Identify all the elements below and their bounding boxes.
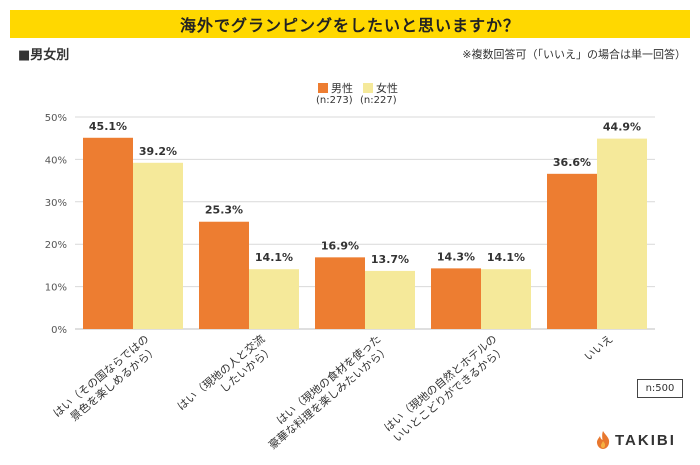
y-tick-label: 10% [45, 283, 67, 294]
sample-size-box: n:500 [637, 379, 683, 398]
y-tick-label: 50% [45, 113, 67, 124]
legend-item-female: 女性 [363, 80, 398, 96]
y-tick-label: 0% [51, 325, 67, 336]
bar-female [133, 162, 183, 329]
data-label: 25.3% [205, 204, 243, 217]
data-label: 44.9% [603, 121, 641, 134]
answer-note: ※複数回答可（「いいえ」の場合は単一回答） [462, 48, 686, 61]
x-tick-label-line: はい（現地の自然とホテルの [381, 332, 500, 435]
data-label: 14.1% [487, 251, 525, 264]
x-tick-label-line: いいえ [582, 332, 616, 363]
legend-label-female: 女性 [376, 82, 398, 95]
bar-male [547, 173, 597, 329]
data-label: 14.1% [255, 251, 293, 264]
x-tick-label: いいえ [582, 332, 616, 363]
takibi-logo: TAKIBI [594, 430, 676, 450]
brand-name: TAKIBI [615, 431, 676, 449]
data-label: 16.9% [321, 239, 359, 252]
chart-title-banner: 海外でグランピングをしたいと思いますか？ [10, 10, 690, 38]
bar-male [315, 257, 365, 329]
bar-female [365, 270, 415, 329]
y-tick-label: 20% [45, 240, 67, 251]
chart-title: 海外でグランピングをしたいと思いますか？ [179, 16, 520, 35]
bar-male [83, 137, 133, 329]
legend-swatch-female [363, 83, 373, 93]
legend-item-male: 男性 [318, 80, 353, 96]
bar-male [199, 221, 249, 329]
data-label: 13.7% [371, 253, 409, 266]
data-label: 36.6% [553, 156, 591, 169]
flame-icon [596, 431, 610, 449]
data-label: 39.2% [139, 145, 177, 158]
legend-n-female: (n:227) [360, 95, 397, 106]
x-tick-label-line: はい（現地の食材を使った [273, 332, 383, 428]
y-tick-label: 30% [45, 198, 67, 209]
x-tick-label-line: 豪華な料理を楽しみたいから） [266, 342, 393, 452]
bar-female [597, 138, 647, 329]
legend-label-male: 男性 [331, 82, 353, 95]
legend-n-male: (n:273) [316, 95, 353, 106]
legend-swatch-male [318, 83, 328, 93]
bar-female [249, 269, 299, 329]
x-tick-label-line: いいとこどりができるから） [390, 342, 508, 445]
segment-label: ■男女別 [18, 48, 70, 63]
data-label: 14.3% [437, 250, 475, 263]
data-label: 45.1% [89, 120, 127, 133]
x-tick-label-line: はい（その国ならではの [51, 332, 152, 420]
bar-female [481, 269, 531, 329]
bar-male [431, 268, 481, 329]
y-tick-label: 40% [45, 155, 67, 166]
